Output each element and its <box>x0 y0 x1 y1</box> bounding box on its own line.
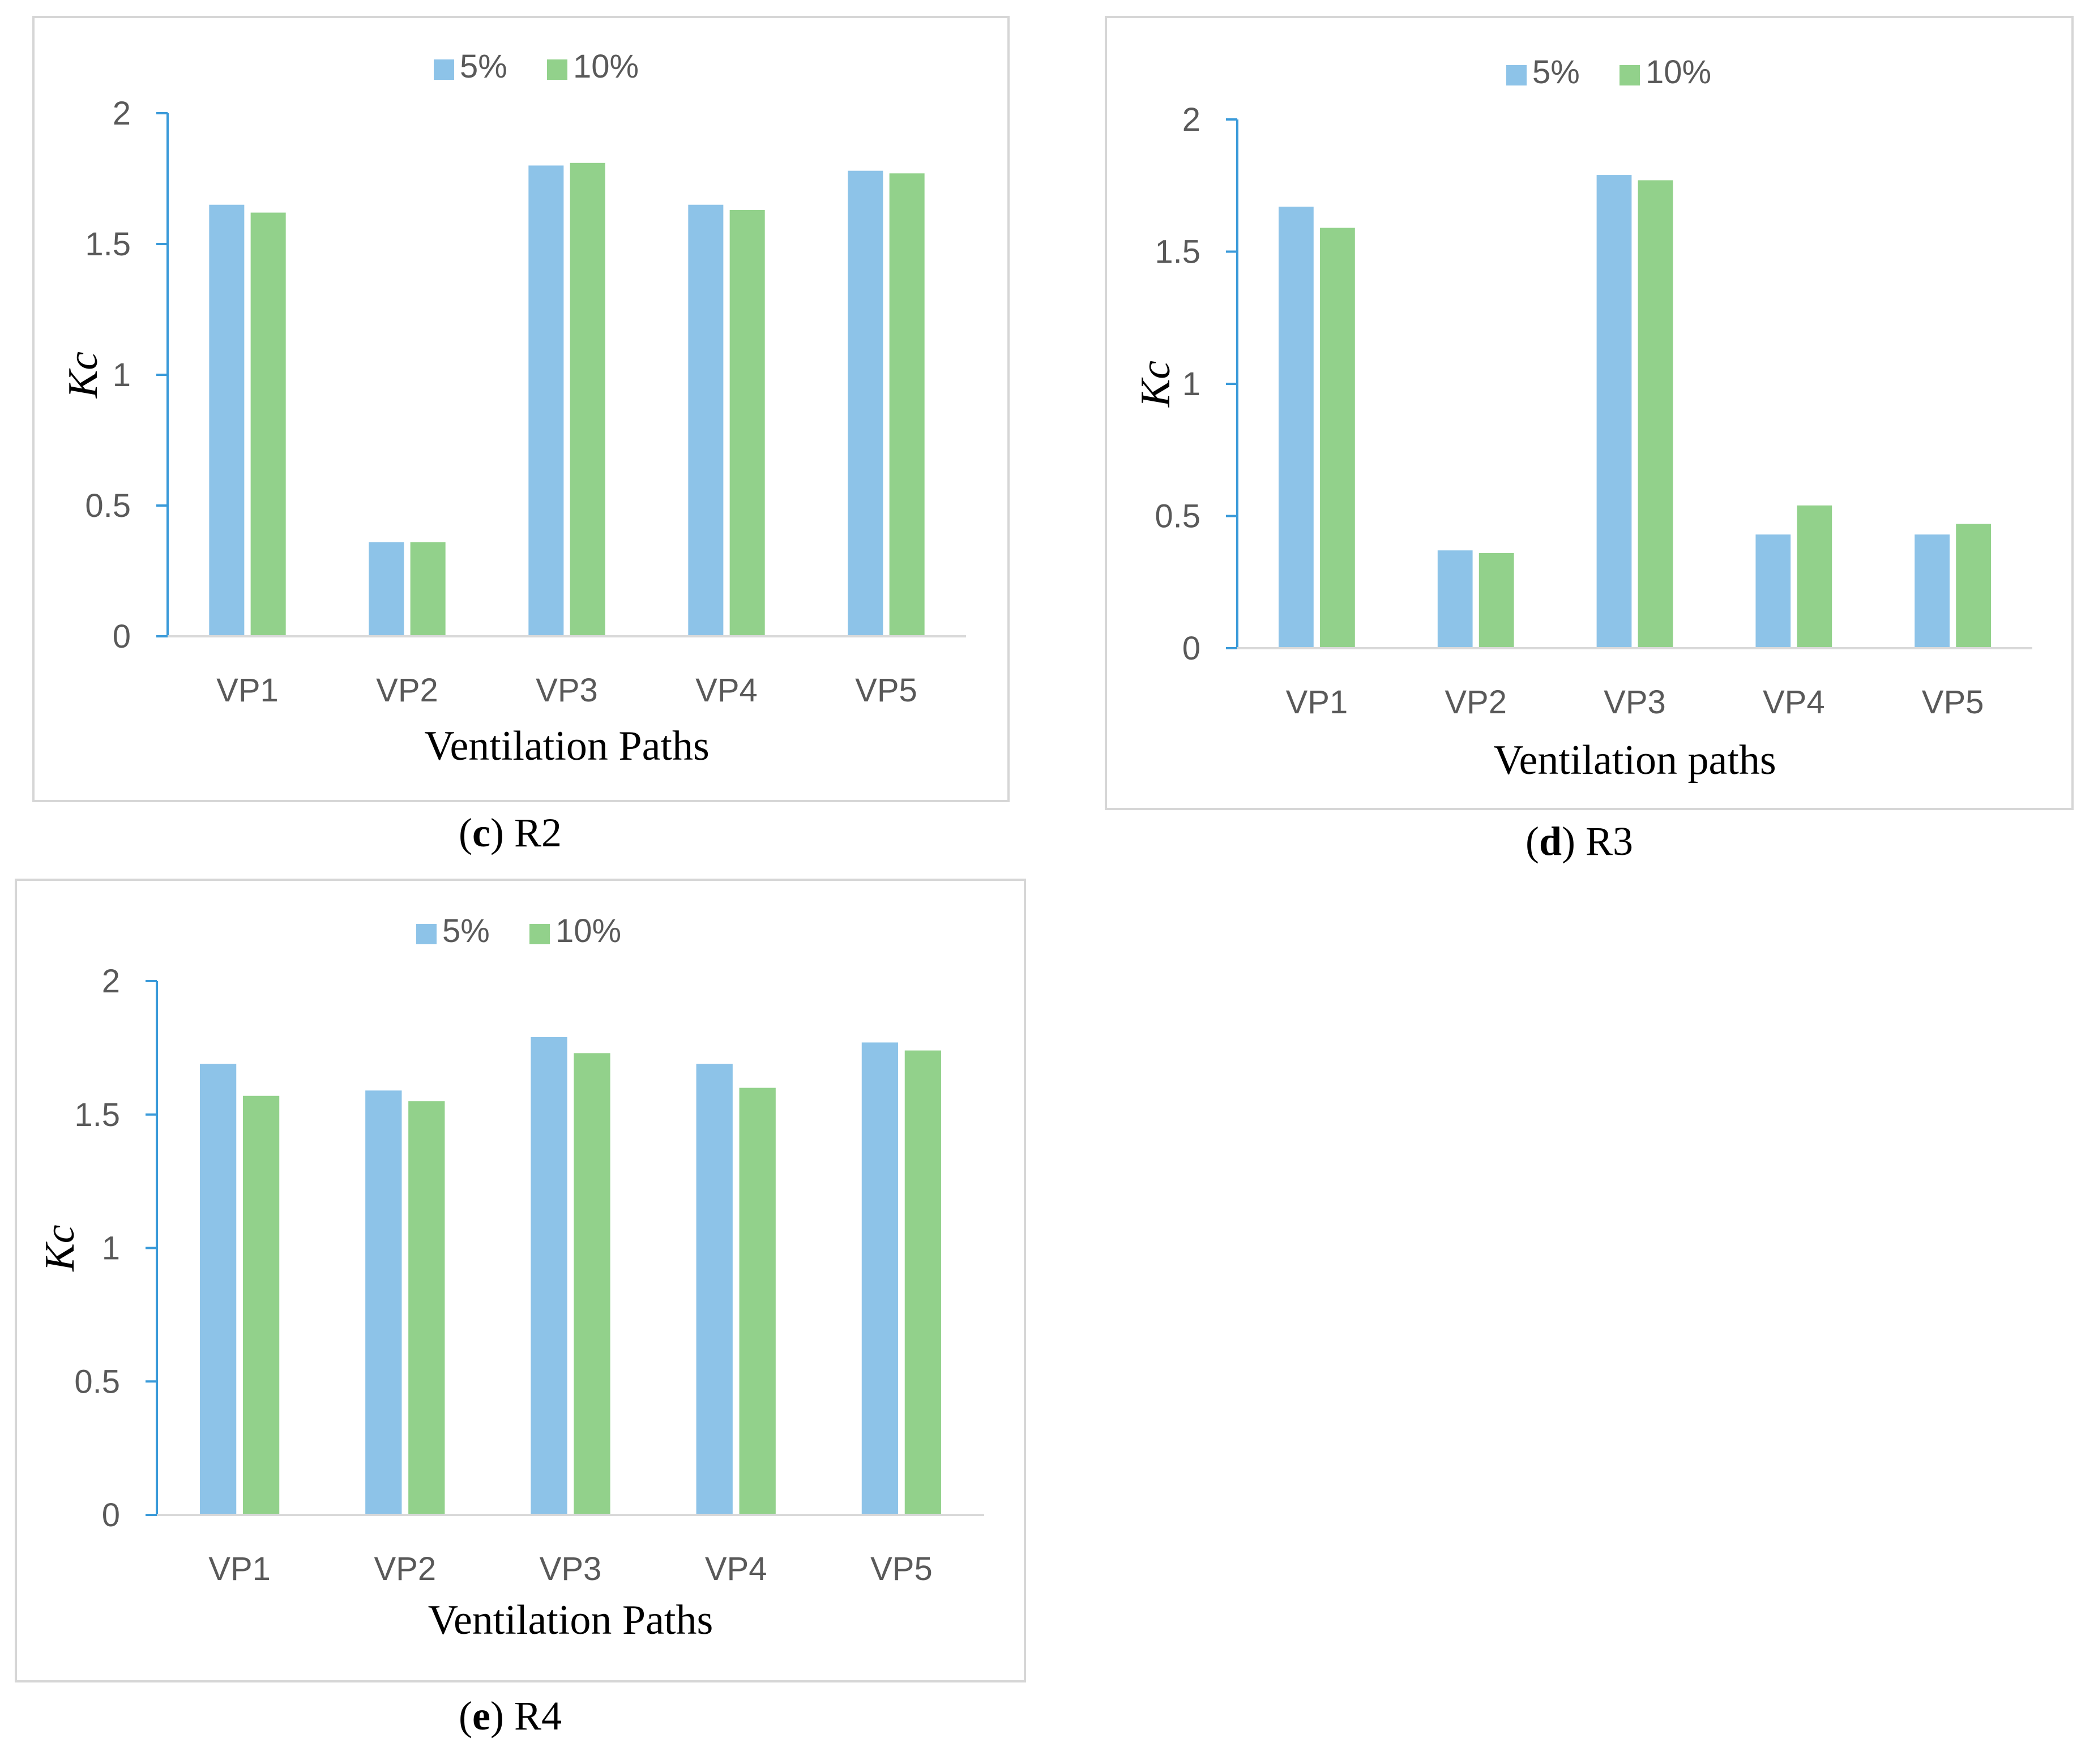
chart-d-ytick-label: 2 <box>1182 101 1200 138</box>
caption-e-letter: e <box>472 1693 490 1739</box>
chart-c-legend-label-s1: 5% <box>460 48 507 85</box>
chart-e-bar-vp3-s2 <box>574 1053 610 1515</box>
chart-e-xtick-label-vp5: VP5 <box>870 1551 933 1587</box>
chart-d-bar-vp3-s2 <box>1638 180 1673 648</box>
caption-d: (d) R3 <box>1526 819 1634 864</box>
chart-e-legend-label-s1: 5% <box>442 913 490 949</box>
caption-e-text: R4 <box>514 1693 562 1739</box>
chart-d-legend-swatch-s2 <box>1619 65 1640 85</box>
chart-c-bar-vp2-s2 <box>410 542 446 636</box>
chart-c-legend-swatch-s1 <box>434 59 454 80</box>
chart-c-legend-label-s2: 10% <box>573 48 639 85</box>
chart-c-bar-vp4-s2 <box>729 209 765 636</box>
chart-d-legend-swatch-s1 <box>1506 65 1527 85</box>
chart-d-legend-label-s1: 5% <box>1532 54 1580 91</box>
chart-c-xtick-label-vp2: VP2 <box>376 672 438 709</box>
chart-panel-c: 0 0.5 1 1.5 2 VP1 VP2 VP3 VP4 VP5 Ventilation Path… <box>32 16 1010 802</box>
chart-d-xtick-label-vp4: VP4 <box>1763 684 1825 721</box>
chart-d-ylabel: Kc <box>1133 361 1179 408</box>
chart-e-bar-vp5-s1 <box>861 1042 899 1515</box>
chart-d-xlabel: Ventilation paths <box>1493 737 1776 783</box>
chart-d-xtick-label-vp2: VP2 <box>1445 684 1507 721</box>
chart-d-xtick-label-vp3: VP3 <box>1604 684 1666 721</box>
caption-c: (c) R2 <box>459 810 562 855</box>
chart-e-xlabel: Ventilation Paths <box>428 1597 713 1643</box>
chart-e-bar-vp2-s1 <box>365 1090 402 1515</box>
caption-c-letter: c <box>472 810 490 855</box>
chart-c-ytick-label: 0.5 <box>85 487 131 524</box>
chart-c-svg: 0 0.5 1 1.5 2 VP1 VP2 VP3 VP4 VP5 Ventilation Path… <box>60 48 966 769</box>
chart-c-bar-vp5-s2 <box>889 173 925 636</box>
chart-e-xtick-label-vp3: VP3 <box>540 1551 602 1587</box>
caption-d-letter: d <box>1539 819 1562 864</box>
caption-c-text: R2 <box>514 810 562 855</box>
chart-d-ytick-label: 0.5 <box>1155 498 1200 535</box>
chart-e-ytick-label: 2 <box>102 963 120 1000</box>
caption-e: (e) R4 <box>459 1693 562 1739</box>
caption-d-text: R3 <box>1586 819 1634 864</box>
chart-c-ylabel: Kc <box>60 352 106 399</box>
chart-e-bar-vp1-s2 <box>242 1095 280 1515</box>
chart-c-xtick-label-vp1: VP1 <box>216 672 279 709</box>
chart-d-svg: 0 0.5 1 1.5 2 VP1 VP2 VP3 VP4 VP5 Ventilation path… <box>1133 54 2032 783</box>
chart-c-xlabel: Ventilation Paths <box>424 723 710 769</box>
chart-c-xtick-label-vp4: VP4 <box>695 672 758 709</box>
chart-e-bar-vp1-s1 <box>199 1064 237 1515</box>
chart-e-legend-swatch-s2 <box>529 924 550 944</box>
chart-e-ylabel: Kc <box>37 1224 83 1271</box>
chart-c-bar-vp3-s2 <box>570 162 605 636</box>
chart-d-ytick-label: 1.5 <box>1155 234 1200 271</box>
chart-e-xtick-label-vp2: VP2 <box>374 1551 436 1587</box>
chart-d-bar-vp4-s1 <box>1755 534 1791 648</box>
chart-d-bar-vp1-s2 <box>1320 228 1355 649</box>
chart-e-ytick-label: 0.5 <box>74 1363 120 1400</box>
chart-d-ytick-label: 1 <box>1182 366 1200 403</box>
chart-d-bar-vp2-s2 <box>1479 553 1514 648</box>
chart-c-bar-vp3-s1 <box>528 165 564 636</box>
chart-panel-d: 0 0.5 1 1.5 2 VP1 VP2 VP3 VP4 VP5 Ventilation path… <box>1105 16 2074 810</box>
chart-d-bar-vp3-s1 <box>1596 175 1632 648</box>
chart-c-xtick-label-vp3: VP3 <box>536 672 598 709</box>
chart-e-xtick-label-vp1: VP1 <box>208 1551 271 1587</box>
chart-c-ytick-label: 1 <box>113 357 131 393</box>
chart-e-legend-label-s2: 10% <box>555 913 621 949</box>
chart-e-ytick-label: 1 <box>102 1230 120 1267</box>
chart-d-bar-vp5-s1 <box>1915 534 1950 648</box>
chart-e-bar-vp4-s2 <box>739 1087 776 1515</box>
chart-e-svg: 0 0.5 1 1.5 2 VP1 VP2 VP3 VP4 VP5 Ventilation Path… <box>37 913 984 1643</box>
chart-e-xtick-label-vp4: VP4 <box>705 1551 767 1587</box>
chart-c-bar-vp4-s1 <box>688 204 724 636</box>
chart-e-bar-vp2-s2 <box>408 1101 445 1515</box>
chart-d-bar-vp1-s1 <box>1279 207 1314 648</box>
chart-c-bar-vp1-s2 <box>250 212 286 636</box>
chart-c-bar-vp1-s1 <box>209 204 245 636</box>
chart-e-ytick-label: 0 <box>102 1497 120 1534</box>
chart-c-ytick-label: 1.5 <box>85 226 131 263</box>
chart-panel-e: 0 0.5 1 1.5 2 VP1 VP2 VP3 VP4 VP5 Ventilation Path… <box>15 879 1026 1682</box>
chart-e-legend-swatch-s1 <box>416 924 437 944</box>
chart-c-xtick-label-vp5: VP5 <box>855 672 917 709</box>
chart-c-bar-vp5-s1 <box>848 170 883 636</box>
chart-d-ytick-label: 0 <box>1182 630 1200 667</box>
chart-c-ytick-label: 2 <box>113 95 131 132</box>
chart-d-legend-label-s2: 10% <box>1646 54 1711 91</box>
chart-c-ytick-label: 0 <box>113 618 131 655</box>
chart-d-bar-vp2-s1 <box>1437 550 1473 648</box>
chart-d-bar-vp4-s2 <box>1797 505 1832 648</box>
chart-c-bar-vp2-s1 <box>369 542 404 636</box>
chart-d-xtick-label-vp5: VP5 <box>1922 684 1984 721</box>
chart-c-legend-swatch-s2 <box>547 59 567 80</box>
chart-e-ytick-label: 1.5 <box>74 1097 120 1133</box>
chart-d-xtick-label-vp1: VP1 <box>1286 684 1348 721</box>
chart-d-bar-vp5-s2 <box>1956 524 1991 648</box>
chart-e-bar-vp4-s1 <box>696 1064 733 1515</box>
chart-e-bar-vp3-s1 <box>531 1037 567 1515</box>
chart-e-bar-vp5-s2 <box>904 1050 942 1515</box>
